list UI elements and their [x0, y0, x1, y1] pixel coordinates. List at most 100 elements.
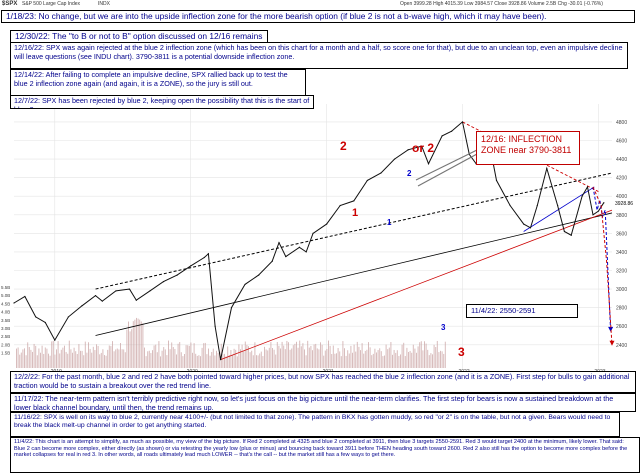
price-point [325, 223, 328, 225]
volume-bar [364, 350, 366, 368]
price-point [557, 204, 559, 207]
volume-bar [385, 344, 387, 368]
volume-bar [280, 348, 281, 368]
volume-bar [294, 343, 296, 368]
chart-header: $SPX S&P 500 Large Cap Index INDX Open 3… [0, 0, 640, 10]
volume-bar [376, 352, 377, 368]
volume-bar [216, 350, 217, 368]
volume-bar [136, 317, 137, 368]
volume-bar [72, 352, 73, 368]
volume-bar [273, 349, 275, 368]
projection-arrowhead [609, 340, 615, 346]
volume-bar [272, 347, 273, 368]
y-tick-label: 3600 [616, 231, 627, 237]
volume-bar [168, 340, 169, 368]
volume-bar [281, 341, 283, 368]
volume-bar [54, 354, 56, 368]
price-point [162, 281, 165, 283]
volume-bar [254, 342, 256, 368]
volume-bar [152, 350, 153, 368]
volume-bar [441, 351, 443, 368]
volume-bar [116, 348, 118, 368]
volume-bar [144, 347, 145, 368]
volume-bar [444, 341, 446, 368]
price-point [214, 325, 216, 327]
volume-bar [321, 344, 323, 368]
volume-bar [156, 352, 158, 368]
volume-bar [147, 351, 149, 368]
volume-bar [323, 355, 325, 368]
price-point [393, 158, 396, 160]
volume-bar [331, 354, 333, 368]
volume-bar [374, 348, 376, 368]
volume-bar [393, 349, 395, 368]
volume-bar [169, 349, 171, 368]
volume-bar [160, 356, 161, 368]
price-point [586, 186, 589, 188]
volume-bar [345, 355, 347, 368]
volume-bar [219, 351, 221, 368]
volume-bar [36, 355, 38, 368]
price-point [427, 163, 430, 165]
volume-bar [270, 341, 272, 368]
price-point [128, 288, 131, 290]
volume-bar [358, 346, 360, 368]
price-point [13, 302, 15, 304]
price-point [380, 172, 382, 174]
volume-bar [75, 351, 77, 368]
volume-bar [278, 345, 280, 368]
projection-arrowhead [608, 326, 614, 332]
volume-bar [104, 355, 105, 368]
price-point [135, 299, 137, 301]
price-point [603, 202, 605, 204]
inflection-pointer-2 [417, 153, 478, 187]
price-point [592, 214, 594, 216]
price-point [230, 307, 233, 309]
volume-bar [107, 349, 109, 368]
volume-bar [302, 343, 304, 368]
volume-bar [316, 348, 318, 368]
volume-bar [20, 352, 22, 368]
price-point [67, 316, 69, 318]
inflection-pointer [415, 149, 478, 181]
volume-bar [193, 343, 195, 368]
volume-bar [252, 355, 254, 368]
volume-bar [392, 354, 393, 368]
volume-bar [192, 352, 193, 368]
volume-bar [361, 343, 363, 368]
volume-bar [209, 355, 211, 368]
note-1-18-23: 1/18/23: No change, but we are into the … [1, 10, 635, 23]
volume-bar [129, 331, 131, 368]
volume-bar [76, 354, 78, 368]
y-axis: 2400 2600 2800 3000 3200 3400 3600 3800 4000 4200… [1, 120, 633, 356]
volume-bar [259, 353, 261, 368]
volume-bar [49, 355, 51, 368]
wave-blue-3: 3 [441, 323, 446, 332]
volume-bar [32, 351, 33, 368]
volume-bar [382, 356, 384, 368]
volume-bar [320, 342, 321, 368]
volume-bar [369, 347, 371, 368]
volume-bar [296, 341, 297, 368]
trendline-black_channel_upper [95, 172, 613, 290]
projection-paths [592, 186, 615, 346]
volume-bar [118, 349, 120, 368]
volume-bar [224, 353, 225, 368]
volume-bar [360, 350, 361, 368]
volume-bar [233, 348, 235, 368]
volume-bar [411, 352, 413, 368]
volume-tick-label: 5.5B [1, 285, 10, 290]
note-12-14-22: 12/14/22: After failing to complete an i… [10, 69, 306, 96]
note-11-17-22: 11/17/22: The near-term pattern isn't te… [10, 393, 636, 412]
volume-bar [164, 349, 166, 368]
volume-bar [171, 342, 173, 368]
price-point [523, 223, 525, 225]
volume-bar [198, 355, 200, 368]
note-12-2-22: 12/2/22: For the past month, blue 2 and … [10, 371, 636, 393]
volume-bar [179, 342, 181, 368]
price-point [278, 242, 280, 244]
volume-tick-label: 3.0B [1, 326, 10, 331]
price-point [54, 339, 56, 341]
volume-bar [332, 345, 334, 368]
volume-bar [187, 345, 189, 368]
